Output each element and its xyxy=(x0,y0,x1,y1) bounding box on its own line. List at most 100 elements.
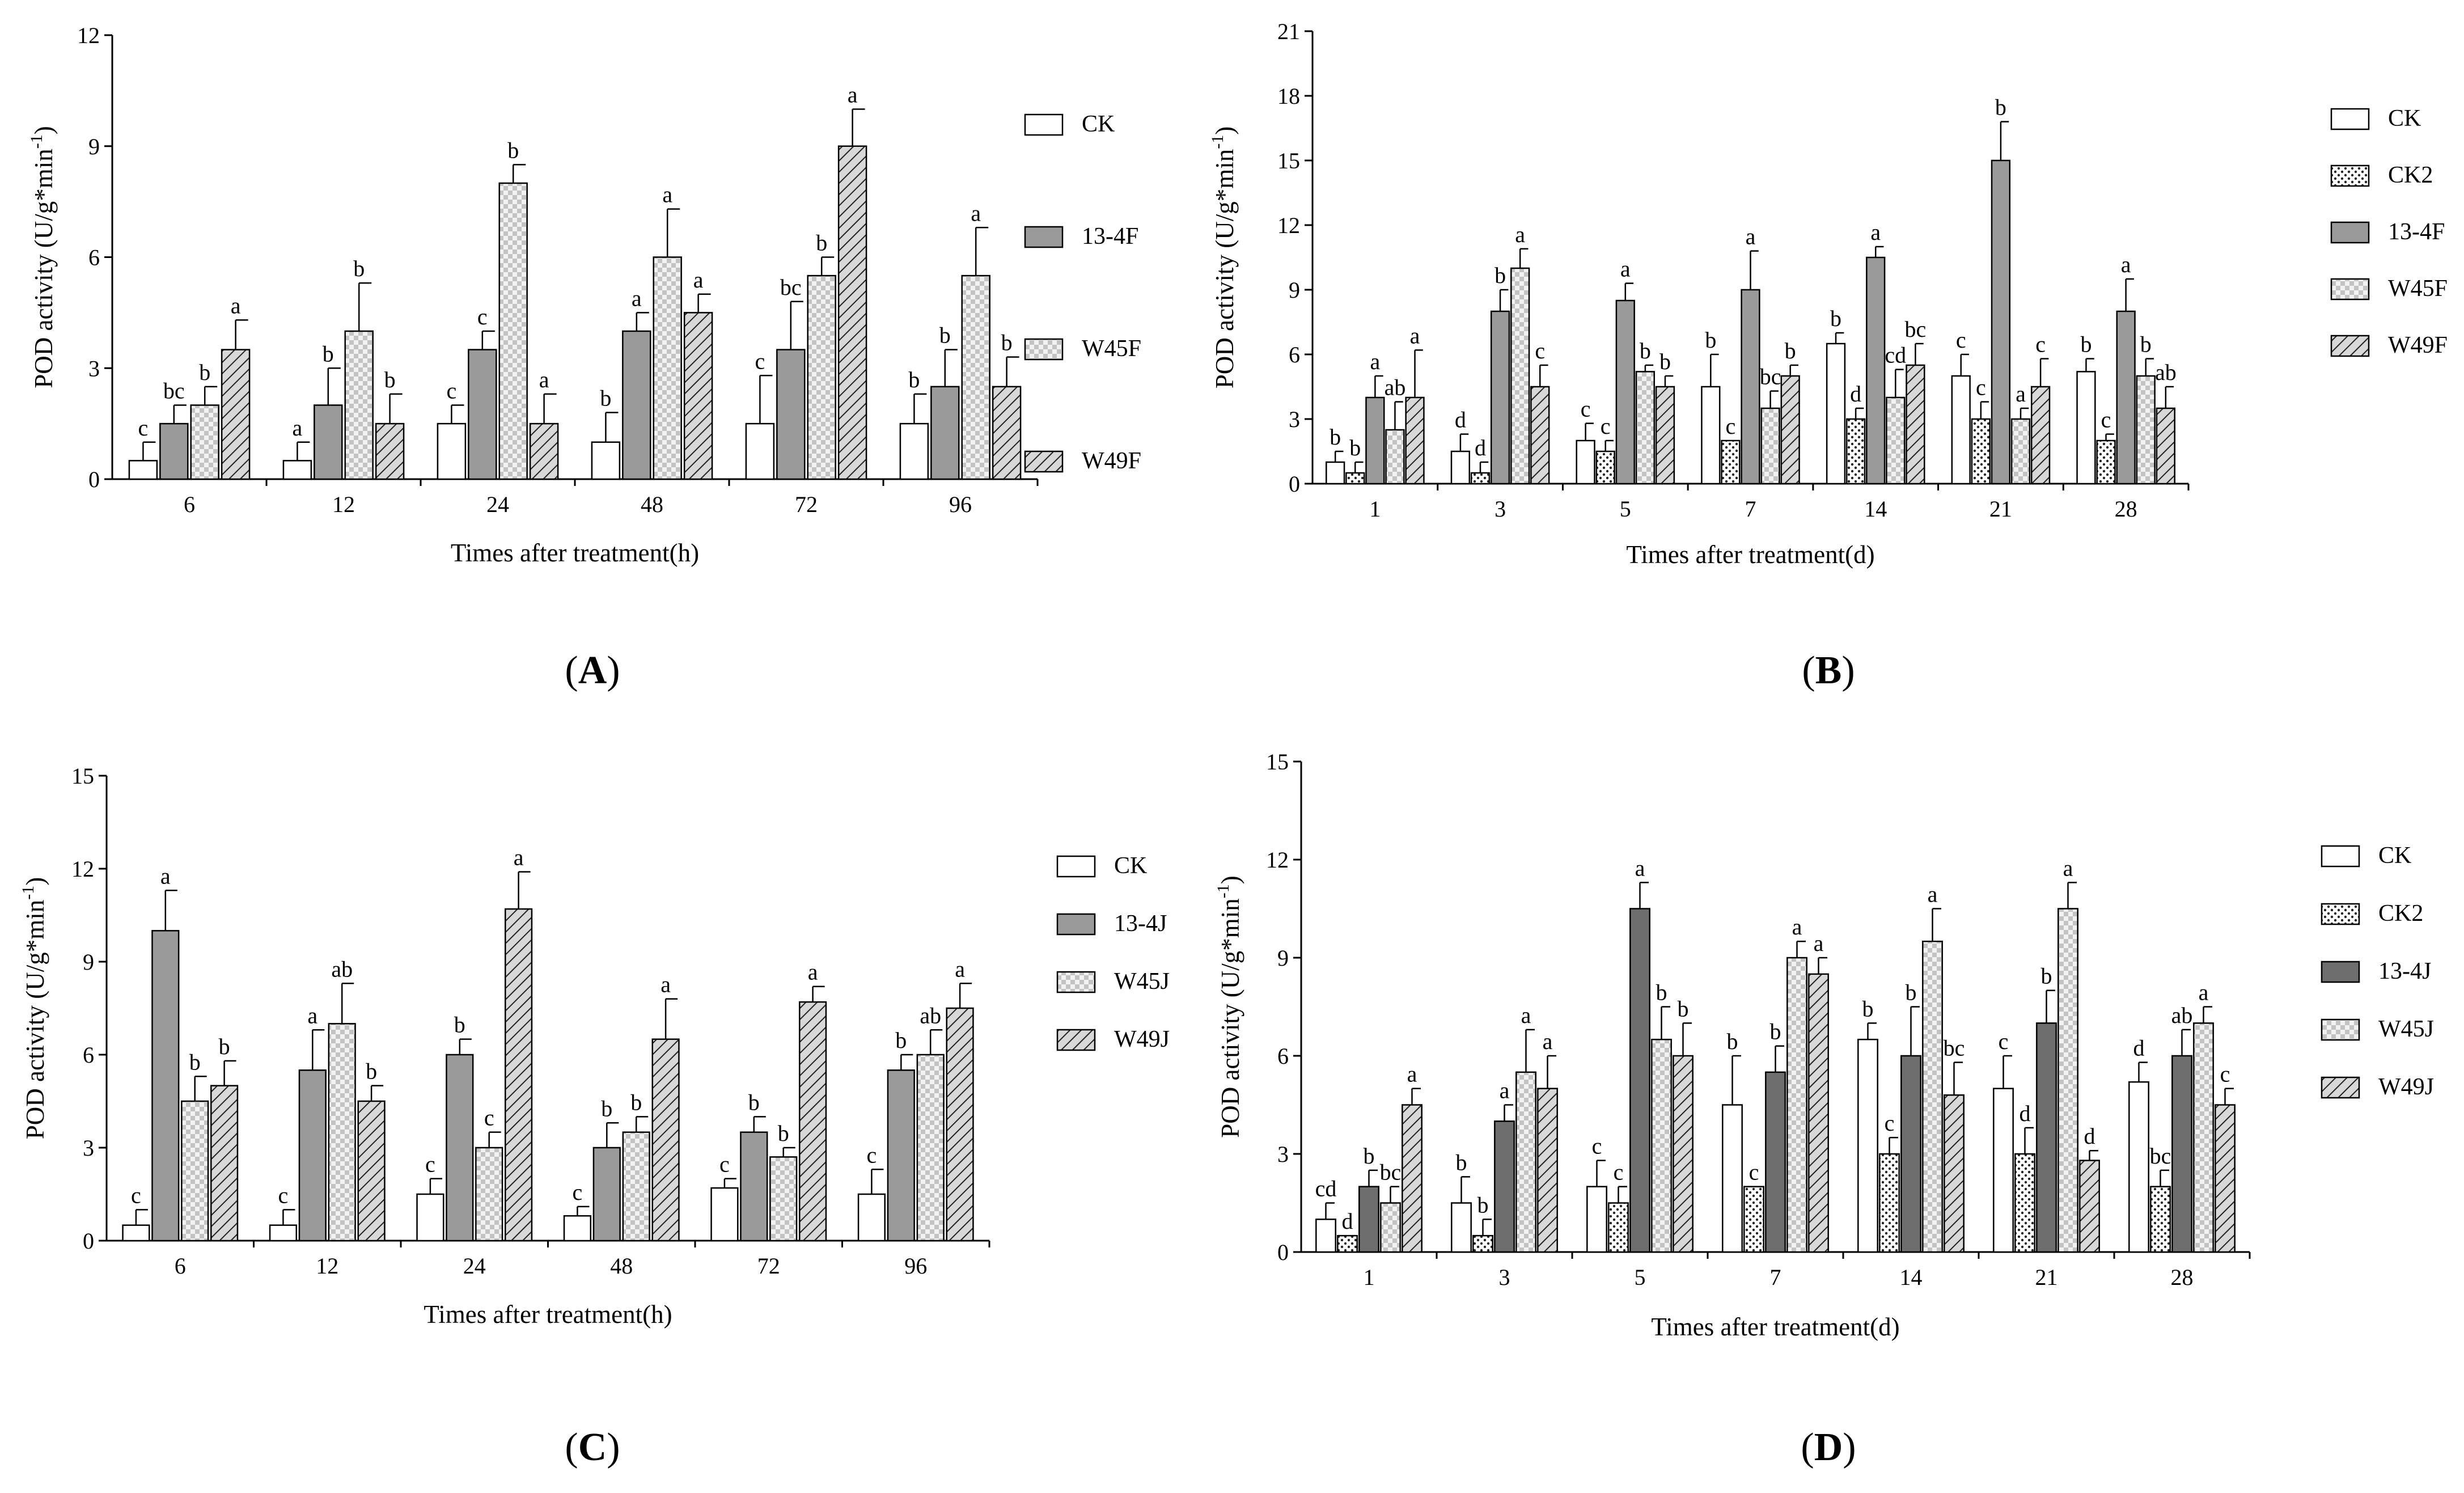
legend-label: 13-4J xyxy=(2378,958,2431,984)
legend-swatch xyxy=(2321,903,2360,925)
bar xyxy=(2150,1186,2171,1253)
bar xyxy=(2215,1104,2236,1253)
significance-letter: b xyxy=(1455,1149,1467,1175)
x-tick-label: 6 xyxy=(175,1253,186,1279)
bar xyxy=(916,1054,945,1242)
x-tick-label: 7 xyxy=(1745,496,1756,522)
significance-letter: c xyxy=(867,1142,877,1168)
significance-letter: c xyxy=(278,1182,289,1208)
legend-swatch xyxy=(1024,113,1064,136)
significance-letter: b xyxy=(1830,306,1841,331)
bar xyxy=(128,460,158,480)
legend-swatch xyxy=(1024,450,1064,473)
bar xyxy=(1315,1219,1336,1253)
significance-letter: a xyxy=(971,200,981,226)
x-tick-label: 48 xyxy=(641,492,663,517)
significance-letter: c xyxy=(1726,413,1736,439)
legend: CK 13-4J W45J W49J xyxy=(1056,853,1170,1052)
bar xyxy=(1655,386,1675,485)
bar xyxy=(930,386,960,480)
significance-letter: bc xyxy=(2150,1143,2171,1169)
x-tick-label: 14 xyxy=(1864,496,1887,522)
bar xyxy=(592,1147,621,1242)
bar xyxy=(1651,1038,1672,1253)
legend: CK 13-4F W45F W49F xyxy=(1024,111,1141,474)
bar xyxy=(1472,1234,1493,1253)
x-axis-title: Times after treatment(h) xyxy=(424,1300,672,1329)
y-tick-label: 9 xyxy=(83,949,94,975)
significance-letter: a xyxy=(808,959,818,985)
significance-letter: c xyxy=(1885,1110,1895,1136)
legend-swatch xyxy=(2330,335,2370,357)
bar xyxy=(837,145,867,480)
significance-letter: c xyxy=(1535,338,1545,363)
x-tick-label: 1 xyxy=(1364,1264,1375,1290)
bar xyxy=(2079,1160,2100,1253)
y-tick-label: 6 xyxy=(1289,342,1300,367)
bar xyxy=(504,908,533,1242)
bar xyxy=(1385,429,1405,485)
x-tick-label: 1 xyxy=(1369,496,1381,522)
legend-label: W49F xyxy=(1082,448,1141,474)
significance-letter: b xyxy=(601,1096,612,1121)
bar xyxy=(1673,1055,1694,1253)
bar xyxy=(314,404,343,480)
bar xyxy=(683,312,713,480)
bar xyxy=(2014,1153,2035,1253)
bar xyxy=(1470,472,1491,485)
bar xyxy=(1786,957,1807,1253)
significance-letter: ab xyxy=(920,1003,941,1028)
bar xyxy=(1826,342,1846,485)
bar xyxy=(2096,439,2116,485)
significance-letter: b xyxy=(1995,95,2006,120)
bar xyxy=(1780,375,1800,485)
bar xyxy=(1808,973,1829,1253)
bar xyxy=(776,349,806,480)
bar xyxy=(2156,407,2175,485)
y-tick-label: 9 xyxy=(1277,945,1289,971)
x-axis-title: Times after treatment(d) xyxy=(1626,540,1874,569)
legend-label: CK xyxy=(2388,105,2421,132)
y-axis-title: POD activity (U/g*min-1) xyxy=(1214,876,1244,1137)
y-tick-label: 0 xyxy=(88,467,100,492)
significance-letter: c xyxy=(447,378,457,404)
bar xyxy=(1765,1071,1786,1253)
significance-letter: a xyxy=(693,267,704,293)
x-tick-label: 21 xyxy=(2035,1264,2058,1290)
legend-label: W49J xyxy=(2378,1074,2434,1100)
x-tick-label: 7 xyxy=(1770,1264,1781,1290)
significance-letter: a xyxy=(1814,931,1824,956)
bar xyxy=(446,1054,474,1242)
panel-label: (A) xyxy=(565,649,620,692)
x-tick-label: 3 xyxy=(1495,496,1506,522)
significance-letter: a xyxy=(2199,980,2209,1005)
significance-letter: c xyxy=(1614,1160,1624,1185)
significance-letter: c xyxy=(1592,1134,1602,1159)
panel-label: (C) xyxy=(565,1426,620,1469)
legend-label: W45F xyxy=(1082,336,1141,362)
significance-letter: c xyxy=(484,1105,494,1131)
bar xyxy=(122,1224,150,1242)
y-tick-label: 12 xyxy=(1277,213,1300,238)
y-tick-label: 3 xyxy=(88,356,100,381)
bar xyxy=(1629,908,1650,1253)
significance-letter: c xyxy=(131,1182,141,1208)
significance-letter: a xyxy=(632,285,642,311)
x-tick-label: 12 xyxy=(316,1253,338,1279)
significance-letter: b xyxy=(454,1012,465,1038)
y-tick-label: 0 xyxy=(1289,471,1300,497)
bar xyxy=(1490,310,1510,485)
bar xyxy=(992,386,1022,480)
bar xyxy=(622,330,651,480)
bar xyxy=(899,422,929,480)
y-tick-label: 6 xyxy=(1277,1043,1289,1069)
significance-letter: b xyxy=(630,1089,642,1115)
significance-letter: c xyxy=(2220,1061,2230,1087)
legend: CK CK2 13-4F W45F W49F xyxy=(2330,105,2448,358)
y-tick-label: 15 xyxy=(1277,148,1300,174)
y-tick-label: 6 xyxy=(83,1042,94,1068)
bar xyxy=(857,1193,886,1242)
significance-letter: b xyxy=(199,359,210,385)
